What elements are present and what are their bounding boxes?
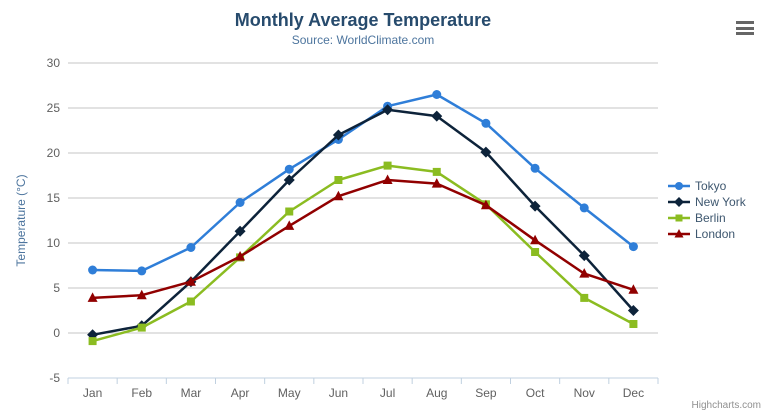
y-axis-label: -5 <box>49 371 60 385</box>
data-point-marker[interactable] <box>88 337 97 346</box>
data-point-marker[interactable] <box>382 174 393 185</box>
data-point-marker[interactable] <box>383 161 392 170</box>
legend-label: London <box>695 227 736 241</box>
data-point-marker[interactable] <box>579 203 589 213</box>
legend-item-tokyo[interactable]: Tokyo <box>668 178 746 194</box>
x-axis-label: Sep <box>475 386 497 400</box>
legend-item-london[interactable]: London <box>668 226 746 242</box>
x-axis-label: Mar <box>181 386 202 400</box>
data-point-marker[interactable] <box>628 242 638 252</box>
y-axis-label: 30 <box>47 56 61 70</box>
data-point-marker[interactable] <box>530 163 540 173</box>
y-axis-label: 5 <box>53 281 60 295</box>
data-point-marker[interactable] <box>531 248 540 256</box>
data-point-marker[interactable] <box>480 146 492 158</box>
data-point-marker[interactable] <box>432 90 442 99</box>
legend-label: Tokyo <box>695 179 727 193</box>
diamond-legend-marker-icon <box>668 197 690 207</box>
data-point-marker[interactable] <box>87 292 98 302</box>
data-point-marker[interactable] <box>431 178 442 188</box>
series-london <box>87 174 639 302</box>
credits-link[interactable]: Highcharts.com <box>691 400 761 411</box>
data-point-marker[interactable] <box>284 164 294 174</box>
data-point-marker[interactable] <box>185 276 196 286</box>
series-tokyo <box>88 90 638 276</box>
data-point-marker[interactable] <box>136 289 147 300</box>
data-point-marker[interactable] <box>480 199 491 210</box>
y-axis-title: Temperature (°C) <box>14 174 28 266</box>
data-point-marker[interactable] <box>578 250 590 262</box>
data-point-marker[interactable] <box>137 266 147 276</box>
hamburger-icon <box>736 21 756 35</box>
data-point-marker[interactable] <box>481 118 491 128</box>
data-point-marker[interactable] <box>530 234 541 245</box>
data-point-marker[interactable] <box>628 284 639 294</box>
x-axis-label: May <box>278 386 301 400</box>
data-point-marker[interactable] <box>186 297 195 306</box>
square-legend-marker-icon <box>668 214 690 222</box>
x-axis-label: Jan <box>83 386 102 400</box>
y-axis-label: 15 <box>47 191 61 205</box>
data-point-marker[interactable] <box>629 320 638 328</box>
x-axis-label: Nov <box>574 386 595 400</box>
data-point-marker[interactable] <box>234 225 246 237</box>
data-point-marker[interactable] <box>579 268 590 278</box>
data-point-marker[interactable] <box>235 251 246 261</box>
data-point-marker[interactable] <box>235 198 245 207</box>
x-axis-label: Jun <box>329 386 348 400</box>
chart-title: Monthly Average Temperature <box>234 10 492 30</box>
x-axis-label: Feb <box>131 386 152 400</box>
data-point-marker[interactable] <box>333 190 344 201</box>
y-axis-label: 0 <box>53 326 60 340</box>
data-point-marker[interactable] <box>382 104 394 116</box>
x-axis-label: Aug <box>426 386 447 400</box>
data-point-marker[interactable] <box>627 305 639 316</box>
circle-legend-marker-icon <box>668 182 690 190</box>
y-axis-label: 20 <box>47 146 61 160</box>
x-axis-label: Jul <box>380 386 395 400</box>
legend-label: Berlin <box>695 211 726 225</box>
data-point-marker[interactable] <box>580 293 589 302</box>
data-point-marker[interactable] <box>334 176 343 184</box>
data-point-marker[interactable] <box>285 207 294 216</box>
data-point-marker[interactable] <box>283 174 295 186</box>
data-point-marker[interactable] <box>137 323 146 332</box>
data-point-marker[interactable] <box>529 200 541 212</box>
legend-item-berlin[interactable]: Berlin <box>668 210 746 226</box>
legend: Tokyo New York Berlin London <box>668 178 746 242</box>
context-menu-button[interactable] <box>736 20 756 36</box>
triangle-legend-marker-icon <box>668 229 690 238</box>
x-axis-label: Apr <box>231 386 250 400</box>
legend-label: New York <box>695 195 746 209</box>
x-axis-label: Oct <box>526 386 545 400</box>
data-point-marker[interactable] <box>432 167 441 176</box>
y-axis-label: 25 <box>47 101 61 115</box>
data-point-marker[interactable] <box>186 243 196 252</box>
series-new-york <box>87 104 639 341</box>
data-point-marker[interactable] <box>88 265 98 275</box>
data-point-marker[interactable] <box>284 220 295 230</box>
data-point-marker[interactable] <box>332 129 344 141</box>
x-axis-label: Dec <box>623 386 644 400</box>
legend-item-new-york[interactable]: New York <box>668 194 746 210</box>
data-point-marker[interactable] <box>431 110 443 122</box>
chart-subtitle: Source: WorldClimate.com <box>291 33 435 47</box>
y-axis-label: 10 <box>47 236 61 250</box>
